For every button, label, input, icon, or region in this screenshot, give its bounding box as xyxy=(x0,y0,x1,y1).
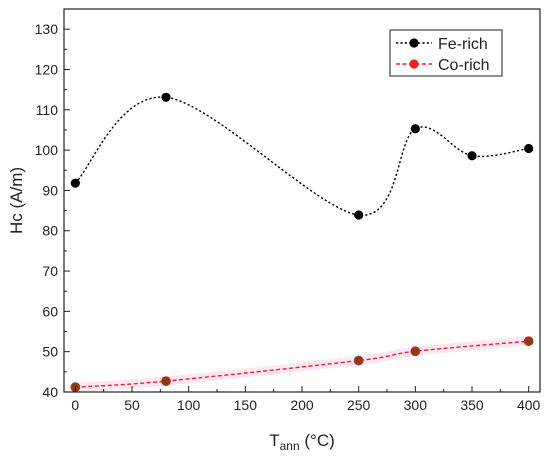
x-tick-label-200: 200 xyxy=(290,397,314,413)
x-tick-label-0: 0 xyxy=(71,397,79,413)
x-tick-label-350: 350 xyxy=(460,397,484,413)
fe-rich-point-400 xyxy=(524,143,534,154)
fe-rich-point-300 xyxy=(410,124,420,134)
y-tick-label-40: 40 xyxy=(42,384,58,400)
y-tick-label-60: 60 xyxy=(42,303,58,319)
x-axis-title: Tann (°C) xyxy=(269,431,335,453)
co-rich-point-300 xyxy=(410,346,421,357)
y-tick-label-130: 130 xyxy=(35,21,59,37)
y-tick-label-50: 50 xyxy=(42,344,58,360)
fe-rich-point-0 xyxy=(70,178,80,188)
legend: Fe-rich Co-rich xyxy=(389,29,503,77)
axes: 0 50 100 150 200 250 300 350 400 40 50 60 70 80 90 100 1… xyxy=(35,8,541,413)
co-rich-point-250 xyxy=(353,355,364,366)
fe-rich-point-350 xyxy=(467,151,477,161)
co-rich-line xyxy=(75,340,529,388)
x-tick-label-400: 400 xyxy=(517,397,541,413)
y-axis-title: Hc (A/m) xyxy=(7,167,26,234)
legend-marker-fe-rich xyxy=(409,38,419,48)
co-rich-point-80 xyxy=(161,376,171,387)
x-tick-label-150: 150 xyxy=(234,397,258,413)
y-tick-label-100: 100 xyxy=(35,142,59,158)
y-tick-label-120: 120 xyxy=(35,61,59,77)
y-tick-label-90: 90 xyxy=(42,182,58,198)
series-markers xyxy=(70,92,534,393)
legend-box xyxy=(389,29,503,77)
fe-rich-point-250 xyxy=(354,210,364,220)
legend-marker-co-rich xyxy=(409,59,419,69)
x-tick-label-300: 300 xyxy=(404,397,428,413)
x-tick-label-50: 50 xyxy=(124,397,140,413)
legend-label-fe-rich: Fe-rich xyxy=(438,36,488,53)
y-tick-label-80: 80 xyxy=(42,223,58,239)
fe-rich-point-80 xyxy=(161,92,171,102)
x-tick-label-250: 250 xyxy=(347,397,371,413)
legend-label-co-rich: Co-rich xyxy=(438,57,490,74)
co-rich-point-400 xyxy=(523,336,534,347)
y-tick-label-70: 70 xyxy=(42,263,58,279)
x-tick-label-100: 100 xyxy=(177,397,201,413)
y-tick-label-110: 110 xyxy=(36,102,59,118)
